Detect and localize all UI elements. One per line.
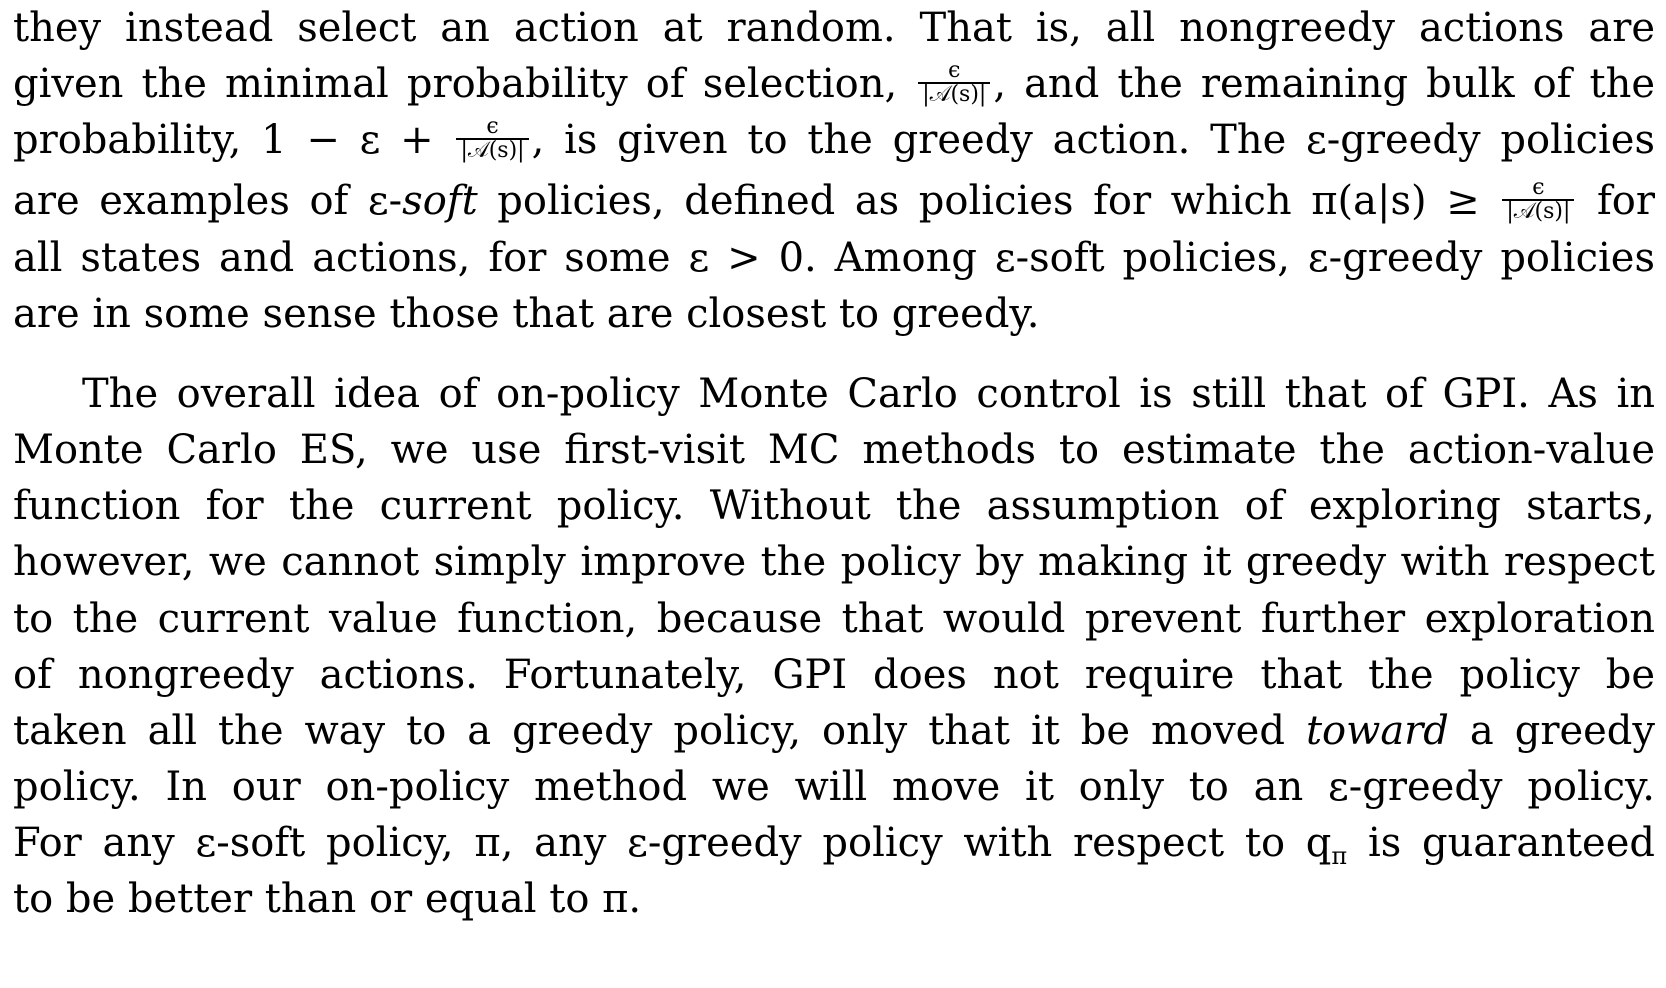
text-span: taken all the way to a greedy policy, on… [13, 708, 1306, 754]
text-line: probability, 1 − ε + ϵ |𝒜(s)|, is given t… [13, 116, 1655, 176]
text-line: The overall idea of on-policy Monte Carl… [82, 371, 1655, 417]
text-line: all states and actions, for some ε > 0. … [13, 235, 1655, 281]
epsilon-over-action-set-fraction: ϵ |𝒜(s)| [918, 58, 991, 106]
text-span: is guaranteed [1347, 820, 1655, 866]
text-span: For any ε-soft policy, π, any ε-greedy p… [13, 820, 1332, 866]
epsilon-over-action-set-fraction: ϵ |𝒜(s)| [456, 114, 529, 162]
subscript-pi: π [1331, 842, 1348, 870]
text-line: given the minimal probability of selecti… [13, 60, 1655, 120]
text-span: a greedy [1448, 708, 1655, 754]
text-span: for [1577, 178, 1656, 224]
text-line: are examples of ε-soft policies, defined… [13, 177, 1655, 237]
epsilon-over-action-set-fraction: ϵ |𝒜(s)| [1502, 175, 1575, 223]
text-span: , is given to the greedy action. The ε-g… [531, 117, 1655, 163]
text-line: to be better than or equal to π. [13, 876, 642, 922]
text-line: to the current value function, because t… [13, 596, 1655, 642]
fraction-denominator: |𝒜(s)| [456, 138, 529, 162]
text-span: probability, 1 − ε + [13, 117, 434, 163]
fraction-denominator: |𝒜(s)| [1502, 199, 1575, 223]
text-line: For any ε-soft policy, π, any ε-greedy p… [13, 819, 1655, 879]
text-span: , and the remaining bulk of the [993, 61, 1656, 107]
text-line: taken all the way to a greedy policy, on… [13, 707, 1655, 767]
text-line: function for the current policy. Without… [13, 483, 1655, 529]
text-span: are examples of ε- [13, 178, 403, 224]
fraction-numerator: ϵ [1532, 175, 1545, 200]
text-line: of nongreedy actions. Fortunately, GPI d… [13, 652, 1655, 698]
emphasis-text: toward [1305, 708, 1449, 754]
text-span: given the minimal probability of selecti… [13, 61, 898, 107]
fraction-numerator: ϵ [486, 114, 499, 139]
fraction-numerator: ϵ [948, 58, 961, 83]
text-line: however, we cannot simply improve the po… [13, 539, 1655, 585]
text-line: Monte Carlo ES, we use first-visit MC me… [13, 427, 1655, 473]
emphasis-text: soft [402, 178, 478, 224]
text-span: policies, defined as policies for which … [477, 178, 1480, 224]
fraction-denominator: |𝒜(s)| [918, 82, 991, 106]
text-line: they instead select an action at random.… [13, 5, 1655, 51]
text-line: are in some sense those that are closest… [13, 291, 1040, 337]
text-line: policy. In our on-policy method we will … [13, 764, 1655, 810]
